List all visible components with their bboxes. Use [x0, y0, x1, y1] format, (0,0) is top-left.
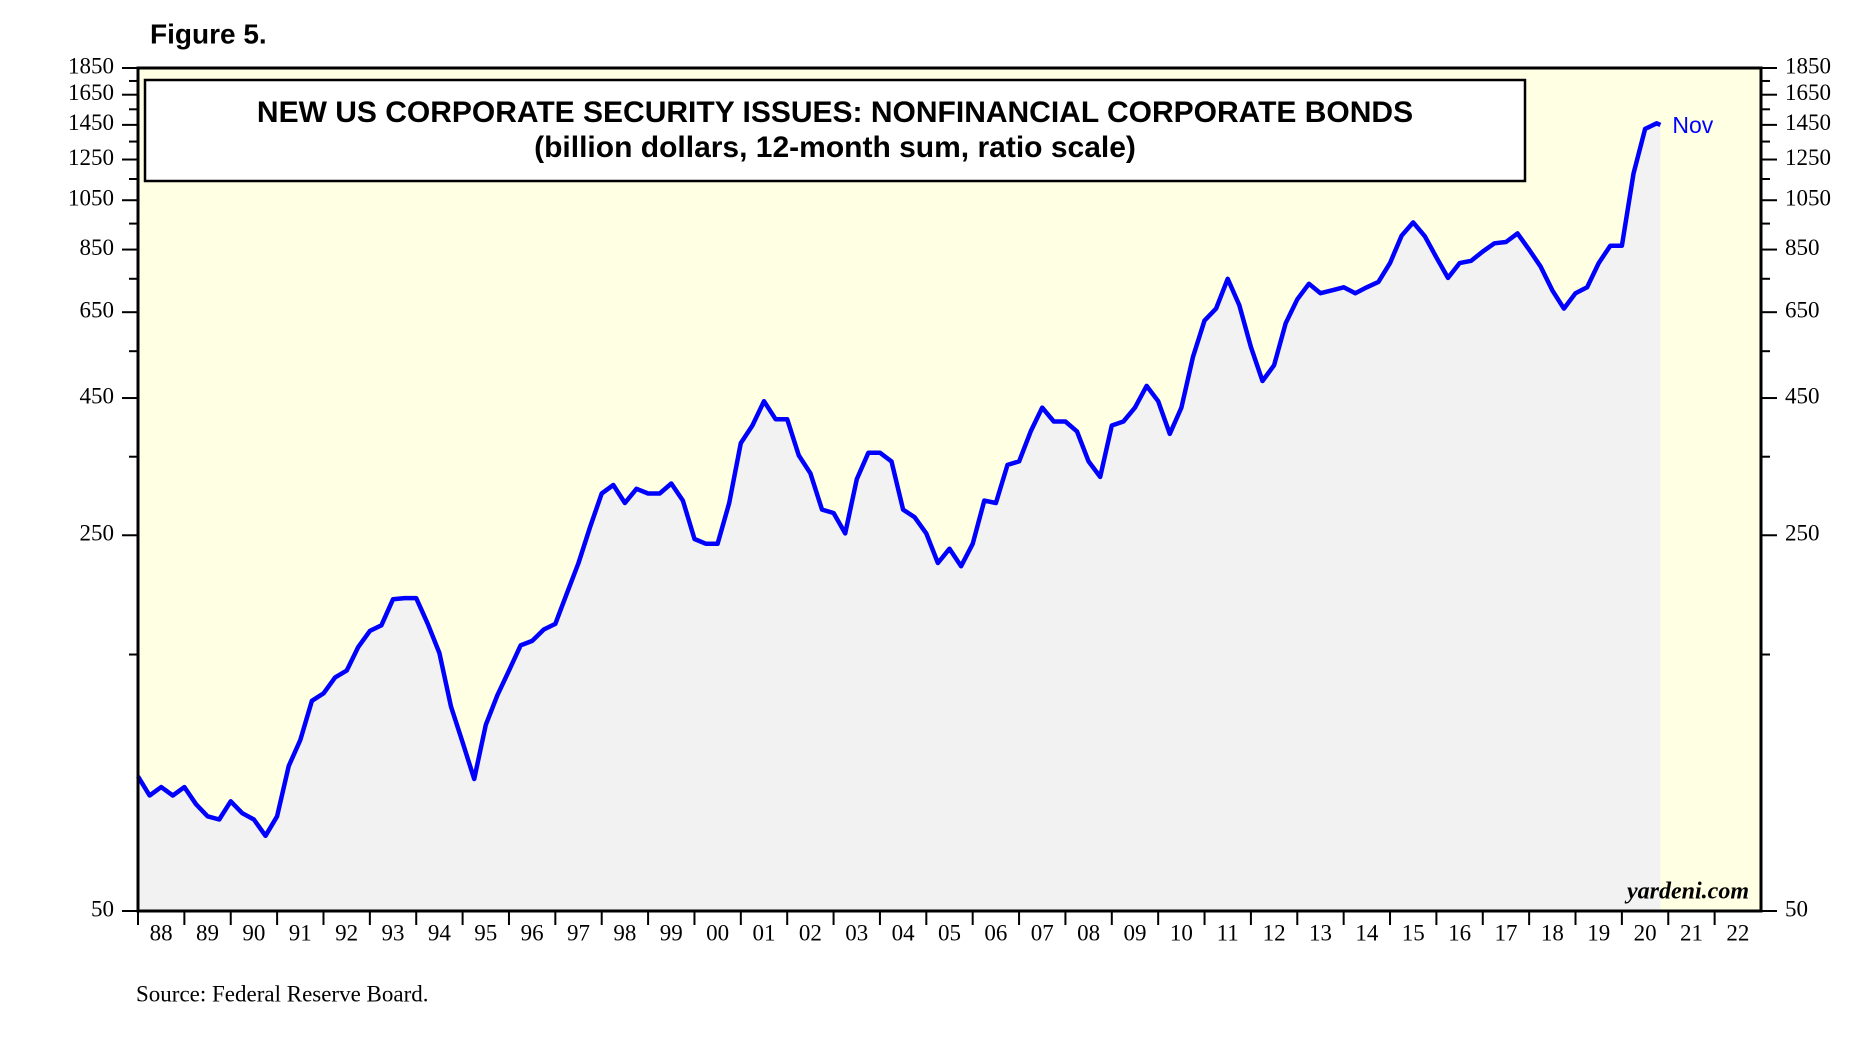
x-tick-label: 99 [660, 920, 683, 945]
x-tick-label: 21 [1680, 920, 1703, 945]
y2-tick-label: 450 [1785, 383, 1820, 408]
x-tick-label: 00 [706, 920, 729, 945]
watermark: yardeni.com [1624, 879, 1749, 905]
y2-tick-label: 50 [1785, 896, 1808, 921]
y-tick-label: 850 [80, 235, 115, 260]
y-tick-label: 250 [80, 521, 115, 546]
x-tick-label: 91 [289, 920, 312, 945]
y2-tick-label: 1850 [1785, 53, 1831, 78]
y2-tick-label: 650 [1785, 297, 1820, 322]
x-tick-label: 10 [1170, 920, 1193, 945]
y-tick-label: 1250 [68, 145, 114, 170]
x-tick-label: 09 [1123, 920, 1146, 945]
y2-tick-label: 1050 [1785, 186, 1831, 211]
x-tick-label: 04 [892, 920, 916, 945]
x-tick-label: 97 [567, 920, 590, 945]
x-tick-label: 17 [1494, 920, 1517, 945]
x-tick-label: 22 [1726, 920, 1749, 945]
y-tick-label: 650 [80, 297, 115, 322]
title-box [143, 78, 1527, 183]
chart-title: NEW US CORPORATE SECURITY ISSUES: NONFIN… [257, 96, 1413, 129]
source-note: Source: Federal Reserve Board. [136, 981, 429, 1006]
x-tick-label: 92 [335, 920, 358, 945]
x-tick-label: 18 [1541, 920, 1564, 945]
x-tick-label: 93 [382, 920, 405, 945]
x-tick-label: 96 [521, 920, 544, 945]
y2-tick-label: 1650 [1785, 80, 1831, 105]
x-tick-label: 01 [753, 920, 776, 945]
y-tick-label: 450 [80, 383, 115, 408]
x-tick-label: 16 [1448, 920, 1471, 945]
y-tick-label: 1650 [68, 80, 114, 105]
x-tick-label: 14 [1355, 920, 1379, 945]
area-fill [138, 123, 1661, 912]
x-tick-label: 20 [1634, 920, 1657, 945]
y-tick-label: 1850 [68, 53, 114, 78]
y2-tick-label: 1450 [1785, 110, 1831, 135]
x-tick-label: 05 [938, 920, 961, 945]
y-tick-label: 50 [91, 896, 114, 921]
x-tick-label: 12 [1263, 920, 1286, 945]
x-tick-label: 13 [1309, 920, 1332, 945]
x-tick-label: 11 [1217, 920, 1239, 945]
x-tick-label: 95 [474, 920, 497, 945]
x-tick-label: 06 [984, 920, 1007, 945]
x-tick-label: 88 [150, 920, 173, 945]
x-tick-label: 94 [428, 920, 452, 945]
y2-tick-label: 1250 [1785, 145, 1831, 170]
end-label: Nov [1672, 112, 1713, 138]
y2-tick-label: 850 [1785, 235, 1820, 260]
x-tick-label: 90 [242, 920, 265, 945]
x-tick-label: 89 [196, 920, 219, 945]
x-tick-label: 15 [1402, 920, 1425, 945]
x-tick-label: 07 [1031, 920, 1054, 945]
y-tick-label: 1450 [68, 110, 114, 135]
x-tick-label: 03 [845, 920, 868, 945]
plot-frame [136, 66, 1763, 913]
figure-label: Figure 5. [150, 18, 267, 49]
series-line [136, 121, 1662, 839]
y-tick-label: 1050 [68, 186, 114, 211]
x-tick-label: 98 [613, 920, 636, 945]
x-tick-label: 08 [1077, 920, 1100, 945]
x-tick-label: 19 [1587, 920, 1610, 945]
chart-subtitle: (billion dollars, 12-month sum, ratio sc… [534, 131, 1136, 164]
y2-tick-label: 250 [1785, 521, 1820, 546]
x-tick-label: 02 [799, 920, 822, 945]
